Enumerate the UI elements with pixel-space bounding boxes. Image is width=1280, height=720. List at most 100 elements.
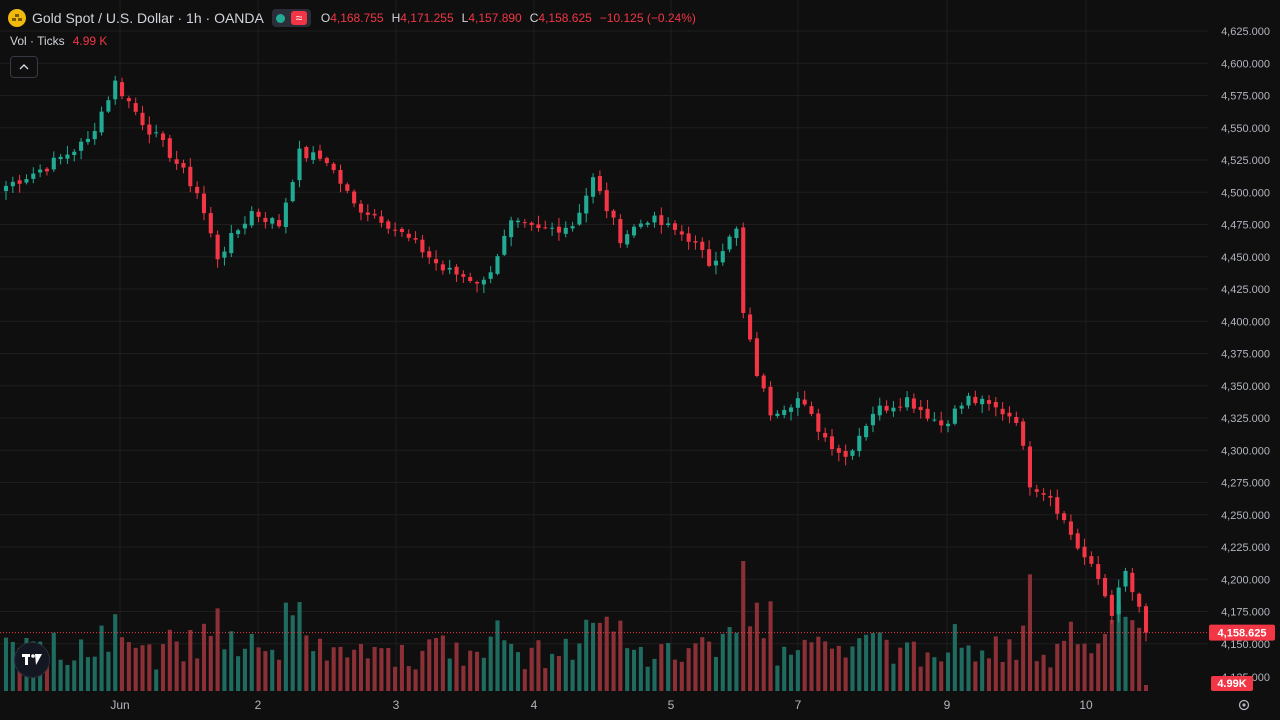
- gold-coin-icon[interactable]: [8, 9, 26, 27]
- candle-body: [945, 423, 951, 427]
- volume-bar: [570, 659, 575, 691]
- tradingview-logo-icon[interactable]: [14, 642, 50, 678]
- candle-body: [529, 222, 534, 226]
- volume-bar: [1075, 644, 1080, 691]
- candle-body: [3, 185, 9, 192]
- volume-bar: [481, 657, 486, 691]
- candle-body: [454, 266, 459, 275]
- volume-bar: [536, 640, 541, 691]
- volume-bar: [543, 668, 548, 691]
- candle-body: [829, 436, 835, 450]
- candle-body: [1034, 489, 1039, 492]
- candle-body: [638, 223, 643, 227]
- volume-bar: [884, 639, 889, 691]
- price-tick-label: 4,375.000: [1221, 349, 1270, 361]
- candle-body: [79, 141, 84, 151]
- candle-body: [734, 228, 739, 239]
- market-open-dot-icon: [275, 13, 285, 23]
- candle-body: [536, 224, 541, 229]
- collapse-legend-button[interactable]: [10, 56, 38, 78]
- volume-bar: [952, 624, 957, 691]
- candle-body: [338, 169, 343, 184]
- volume-bar: [522, 669, 527, 691]
- candle-body: [51, 157, 56, 170]
- candle-body: [1130, 572, 1135, 593]
- price-tick-label: 4,175.000: [1221, 607, 1270, 619]
- candle-body: [236, 230, 241, 235]
- candle-body: [707, 249, 712, 266]
- candle-body: [372, 213, 377, 216]
- volume-bar: [618, 620, 623, 691]
- volume-bar: [92, 656, 97, 691]
- candle-body: [550, 227, 555, 229]
- candle-body: [1082, 546, 1087, 558]
- candle-body: [256, 211, 261, 217]
- volume-bar: [720, 633, 725, 691]
- volume-bar: [413, 669, 418, 691]
- candle-body: [147, 124, 152, 135]
- candle-body: [133, 103, 138, 112]
- volume-bar: [597, 622, 602, 691]
- symbol-title[interactable]: Gold Spot / U.S. Dollar · 1h · OANDA: [32, 10, 264, 26]
- volume-bar: [399, 644, 404, 691]
- volume-bar: [638, 646, 643, 691]
- price-tick-label: 4,625.000: [1221, 26, 1270, 38]
- volume-bar: [1000, 661, 1005, 691]
- volume-bar: [358, 644, 364, 691]
- volume-bar: [99, 625, 104, 691]
- volume-bar: [440, 635, 445, 691]
- candle-body: [775, 413, 780, 416]
- candle-body: [884, 405, 889, 411]
- volume-bar: [986, 658, 992, 691]
- volume-bar: [72, 660, 77, 691]
- ohlc-values: O4,168.755 H4,171.255 L4,157.890 C4,158.…: [320, 11, 696, 25]
- candle-body: [277, 220, 282, 227]
- volume-bar: [529, 647, 534, 691]
- settings-gear-icon[interactable]: [1236, 697, 1252, 713]
- price-tick-label: 4,225.000: [1221, 542, 1270, 554]
- volume-bar: [509, 643, 514, 691]
- candle-body: [447, 267, 452, 270]
- volume-bar: [1137, 627, 1142, 691]
- volume-bar: [488, 636, 493, 691]
- time-tick-label: Jun: [110, 698, 129, 712]
- candle-body: [1068, 521, 1073, 535]
- approx-icon: ≈: [290, 11, 307, 25]
- volume-bar: [304, 635, 309, 691]
- volume-bar: [925, 652, 930, 691]
- candle-body: [686, 233, 691, 242]
- volume-bar: [236, 656, 241, 691]
- volume-bar: [195, 658, 200, 691]
- volume-bar: [659, 644, 664, 691]
- time-tick-label: 10: [1079, 698, 1093, 712]
- change-value: −10.125 (−0.24%): [599, 11, 696, 25]
- volume-bar: [502, 640, 507, 691]
- symbol-header: Gold Spot / U.S. Dollar · 1h · OANDA ≈ O…: [8, 8, 696, 28]
- volume-bar: [1034, 661, 1039, 691]
- volume-bar: [147, 644, 152, 691]
- candle-body: [290, 182, 295, 202]
- volume-bar: [515, 652, 521, 691]
- candle-body: [925, 408, 930, 419]
- candle-body: [939, 420, 944, 426]
- volume-bar: [120, 637, 125, 691]
- candle-body: [222, 251, 227, 258]
- candle-body: [31, 173, 36, 179]
- candle-body: [331, 163, 336, 171]
- market-status-pill[interactable]: ≈: [271, 9, 311, 27]
- time-tick-label: 5: [668, 698, 675, 712]
- volume-bar: [1130, 620, 1135, 691]
- candle-body: [782, 409, 787, 415]
- candle-body: [208, 213, 213, 234]
- price-tick-label: 4,350.000: [1221, 381, 1270, 393]
- candle-body: [140, 112, 145, 126]
- volume-bar: [843, 657, 848, 691]
- candle-body: [304, 147, 309, 159]
- candle-body: [515, 220, 521, 223]
- candle-body: [952, 408, 957, 424]
- candle-body: [672, 223, 678, 230]
- volume-legend[interactable]: Vol · Ticks 4.99 K: [10, 34, 107, 48]
- time-tick-label: 4: [531, 698, 538, 712]
- volume-bar: [836, 645, 841, 691]
